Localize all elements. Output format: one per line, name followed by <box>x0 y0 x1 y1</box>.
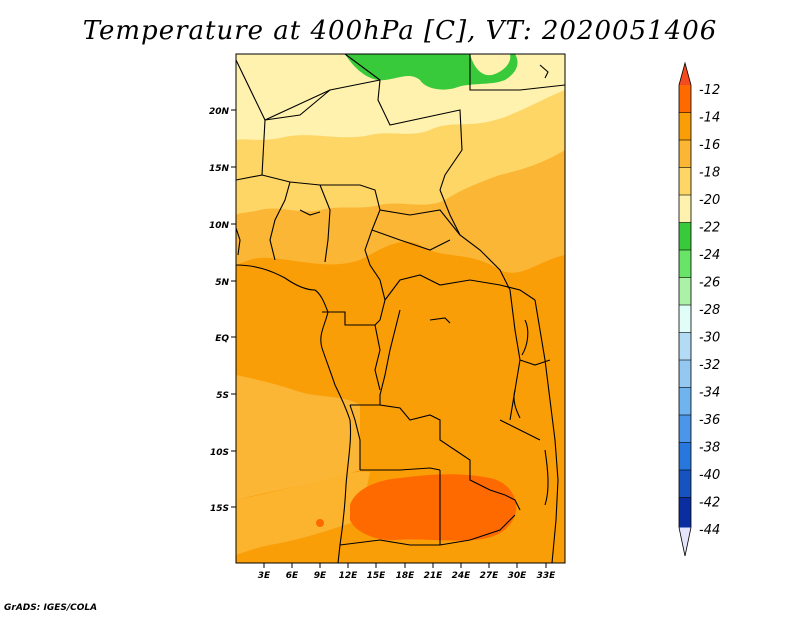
lon-tick-label: 6E <box>286 571 299 581</box>
colorbar-bin <box>679 195 691 223</box>
colorbar-bin <box>679 277 691 305</box>
colorbar-label: -34 <box>699 386 720 401</box>
lon-tick-label: 27E <box>480 571 500 581</box>
colorbar-label: -22 <box>699 221 720 236</box>
colorbar-bin <box>679 85 691 113</box>
lat-tick-label: 15S <box>210 504 229 514</box>
colorbar-label: -42 <box>699 496 720 511</box>
lon-tick-label: 12E <box>339 571 359 581</box>
lon-tick-label: 33E <box>537 571 557 581</box>
colorbar-bin <box>679 497 691 528</box>
field-band-14 <box>350 474 517 541</box>
colorbar-bin <box>679 167 691 195</box>
field-band-16-south <box>236 375 360 500</box>
lat-tick-label: 10S <box>210 448 229 458</box>
colorbar-bin <box>679 112 691 140</box>
colorbar-label: -26 <box>699 276 720 291</box>
colorbar-bin <box>679 442 691 470</box>
colorbar-label: -24 <box>699 248 720 263</box>
colorbar: -12 -14 -16 -18 -20 -22 -24 -26 -28 -30 … <box>678 61 720 557</box>
colorbar-label: -12 <box>699 83 720 98</box>
lon-axis: 3E 6E 9E 12E 15E 18E 21E 24E 27E 30E 33E <box>258 563 556 581</box>
lat-tick-label: 15N <box>209 164 230 174</box>
lon-tick-label: 24E <box>452 571 472 581</box>
colorbar-bin <box>679 250 691 278</box>
colorbar-label: -14 <box>699 111 720 126</box>
colorbar-label: -28 <box>699 303 720 318</box>
lat-tick-label: 20N <box>209 107 230 117</box>
field-band-16-sw <box>236 471 370 555</box>
colorbar-bin <box>679 140 691 168</box>
colorbar-label: -32 <box>699 358 720 373</box>
colorbar-bin <box>679 415 691 443</box>
colorbar-label: -30 <box>699 331 720 346</box>
footer-credit: GrADS: IGES/COLA <box>4 603 98 613</box>
colorbar-bin <box>679 332 691 360</box>
colorbar-label: -16 <box>699 138 720 153</box>
lat-tick-label: 5S <box>216 391 229 401</box>
country-borders <box>236 54 565 563</box>
colorbar-label: -44 <box>699 523 720 538</box>
lat-tick-label: 5N <box>215 278 229 288</box>
lat-tick-label: 10N <box>209 221 230 231</box>
field-band-22 <box>470 54 511 76</box>
colorbar-bin <box>679 360 691 388</box>
colorbar-separators <box>679 112 691 498</box>
colorbar-label: -38 <box>699 441 720 456</box>
lat-tick-label: EQ <box>215 334 229 344</box>
lon-tick-label: 9E <box>314 571 327 581</box>
colorbar-bin <box>679 222 691 250</box>
colorbar-bottom-arrow <box>679 527 691 556</box>
lat-axis: 20N 15N 10N 5N EQ 5S 10S 15S <box>209 107 236 514</box>
colorbar-bin <box>679 470 691 498</box>
field-band-14-spot <box>316 519 324 527</box>
lon-tick-label: 21E <box>424 571 444 581</box>
map-title: Temperature at 400hPa [C], VT: 202005140… <box>82 16 718 46</box>
lon-tick-label: 3E <box>258 571 271 581</box>
colorbar-bin <box>679 387 691 415</box>
colorbar-label: -40 <box>699 468 720 483</box>
colorbar-top-arrow <box>679 63 691 85</box>
temperature-map <box>235 53 566 564</box>
colorbar-label: -20 <box>699 193 720 208</box>
lon-tick-label: 18E <box>396 571 416 581</box>
lon-tick-label: 30E <box>508 571 528 581</box>
colorbar-outline <box>678 61 692 557</box>
lon-tick-label: 15E <box>367 571 387 581</box>
colorbar-bin <box>679 305 691 333</box>
colorbar-label: -18 <box>699 166 720 181</box>
map-frame <box>235 53 566 564</box>
colorbar-label: -36 <box>699 413 720 428</box>
